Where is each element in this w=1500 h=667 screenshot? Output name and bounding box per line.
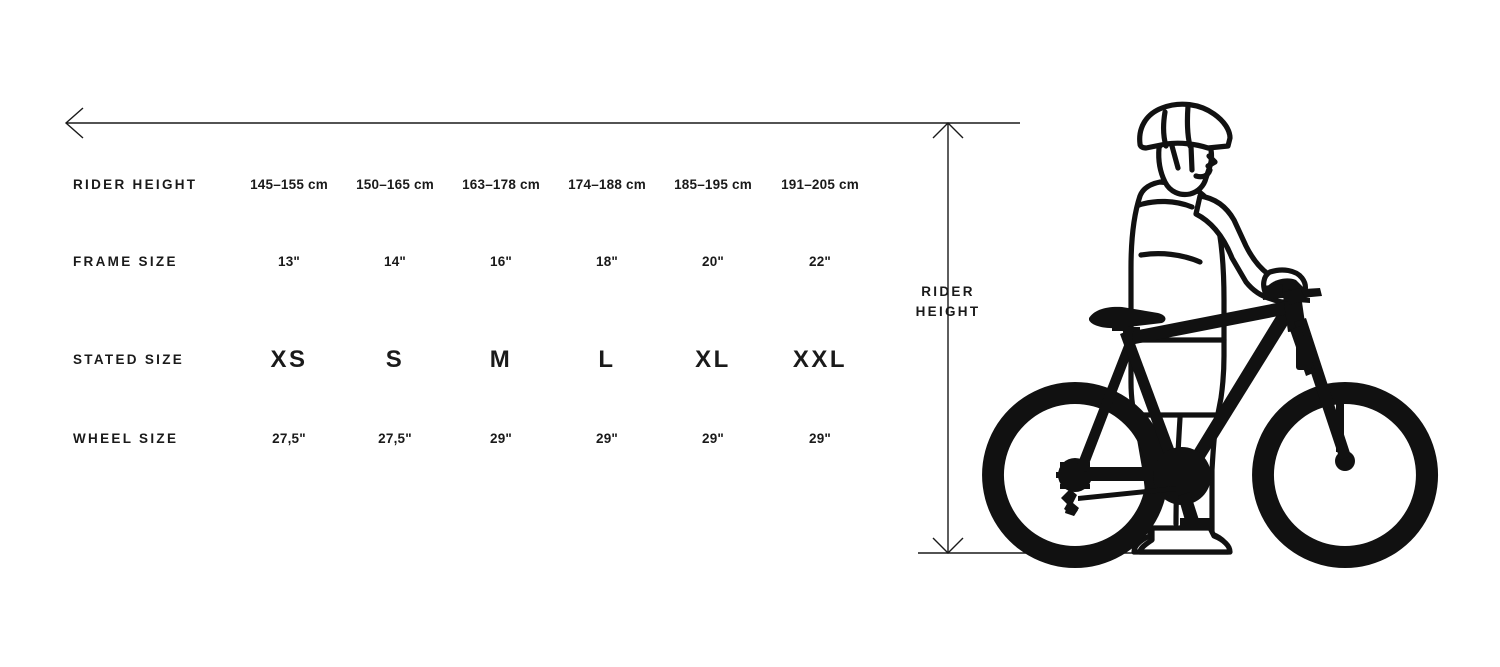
- cell-stated-size-6: XXL: [792, 346, 848, 373]
- rider-height-arrow: [932, 122, 964, 554]
- cell-rider-height-6: 191–205 cm: [781, 177, 859, 192]
- rider-height-dimension-line2: HEIGHT: [915, 303, 981, 319]
- cell-rider-height-4: 174–188 cm: [568, 177, 646, 192]
- cell-wheel-size-1: 27,5": [272, 431, 306, 446]
- row-label-stated-size: STATED SIZE: [73, 352, 185, 367]
- cell-rider-height-1: 145–155 cm: [250, 177, 328, 192]
- cell-wheel-size-2: 27,5": [378, 431, 412, 446]
- cell-wheel-size-3: 29": [489, 431, 513, 446]
- rider-height-dimension-label: RIDER HEIGHT: [916, 282, 981, 321]
- cell-stated-size-4: L: [598, 346, 616, 373]
- row-label-wheel-size: WHEEL SIZE: [73, 431, 179, 446]
- rider-height-dimension-line1: RIDER: [921, 284, 975, 299]
- cell-frame-size-5: 20": [701, 254, 725, 269]
- cell-stated-size-2: S: [385, 346, 405, 373]
- cell-rider-height-5: 185–195 cm: [674, 177, 752, 192]
- rider-figure: [1128, 101, 1308, 555]
- row-label-rider-height: RIDER HEIGHT: [73, 177, 198, 192]
- cell-rider-height-2: 150–165 cm: [356, 177, 434, 192]
- cell-stated-size-3: M: [489, 346, 513, 373]
- cell-wheel-size-5: 29": [701, 431, 725, 446]
- row-label-frame-size: FRAME SIZE: [73, 254, 178, 269]
- cell-wheel-size-4: 29": [595, 431, 619, 446]
- mountain-bike: [982, 278, 1439, 569]
- cell-rider-height-3: 163–178 cm: [462, 177, 540, 192]
- cell-frame-size-1: 13": [277, 254, 301, 269]
- cell-frame-size-2: 14": [383, 254, 407, 269]
- cell-wheel-size-6: 29": [808, 431, 832, 446]
- cell-frame-size-3: 16": [489, 254, 513, 269]
- cell-stated-size-5: XL: [695, 346, 731, 373]
- cell-frame-size-4: 18": [595, 254, 619, 269]
- cell-frame-size-6: 22": [808, 254, 832, 269]
- horizontal-range-arrow: [64, 107, 1020, 139]
- cell-stated-size-1: XS: [270, 346, 308, 373]
